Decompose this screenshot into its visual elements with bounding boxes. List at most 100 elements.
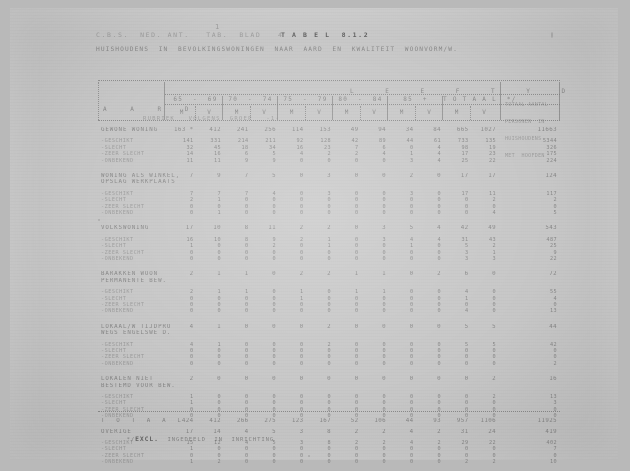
section-6-quality-3-value-6: 0 [327, 406, 331, 413]
age-group-header: L E E F T Y D [350, 88, 571, 95]
section-6-total-value-5: 0 [299, 376, 304, 383]
table-right-border [559, 82, 560, 120]
section-3-quality-1-value-9: 4 [409, 236, 414, 243]
section-4-quality-4-value-10: 0 [437, 308, 441, 315]
section-2-total-value-8: 0 [382, 173, 386, 179]
mv-divider-3 [304, 106, 306, 120]
section-2-quality-3-value-13: 0 [553, 203, 557, 210]
section-2-quality-3-value-5: 0 [299, 203, 304, 210]
section-7-quality-2-value-3: 0 [244, 446, 249, 453]
section-6-quality-4-value-9: 0 [409, 413, 414, 420]
section-4-quality-4-value-8: 0 [382, 308, 386, 315]
section-7-quality-4-value-1: 1 [189, 459, 194, 466]
section-1-total-value-8: 94 [378, 127, 386, 133]
section-1-total-value-4: 256 [264, 127, 276, 133]
section-7-quality-3-value-6: 0 [327, 452, 331, 459]
section-6-quality-1-value-11: 0 [464, 394, 469, 400]
section-2-quality-1-value-11: 17 [461, 190, 469, 197]
section-6-quality-3-value-2: 0 [217, 406, 221, 413]
section-5-quality-3-value-1: 0 [189, 354, 194, 361]
section-5-quality-1-value-12: 5 [492, 341, 496, 348]
section-2-quality-1-value-3: 7 [244, 190, 249, 197]
section-7-total-value-13: 419 [545, 428, 557, 435]
section-1-quality-4-value-7: 0 [354, 157, 359, 164]
section-1-quality-2-value-6: 23 [323, 144, 331, 151]
section-7-total-value-10: 2 [437, 428, 441, 435]
section-6-quality-2-value-1: 1 [189, 400, 194, 407]
mv-header-2-m: M [234, 109, 239, 116]
section-2-quality-4-value-7: 0 [354, 210, 359, 216]
document-sheet: 1 C.B.S. NED. ANT. TAB. BLAD 4 T A B E L… [10, 8, 618, 465]
section-6-total-value-2: 0 [217, 376, 221, 383]
section-3-quality-1-value-1: 16 [186, 236, 194, 243]
section-4-total-value-2: 1 [217, 271, 221, 278]
table-number: T A B E L 8.1.2 [281, 31, 370, 39]
section-3-total-value-3: 8 [244, 225, 249, 232]
section-1-quality-4-value-13: 224 [546, 157, 557, 164]
section-1-quality-label-4: -ONBEKEND [101, 157, 134, 164]
mv-divider-5 [414, 106, 416, 120]
section-7-quality-1-value-3: 4 [244, 440, 249, 446]
section-5-quality-1-value-9: 0 [409, 341, 414, 348]
section-7-quality-3-value-10: 0 [437, 452, 441, 459]
footnote-prefix: */ [126, 437, 136, 443]
section-5-quality-3-value-12: 0 [492, 354, 496, 361]
section-4-quality-3-value-8: 0 [382, 302, 386, 308]
section-4-quality-3-value-11: 0 [464, 302, 469, 308]
section-4-quality-1-value-4: 0 [272, 289, 276, 296]
section-1-quality-1-value-11: 733 [457, 138, 469, 145]
mv-header-2-v: V [262, 109, 267, 116]
section-5-label-line-1: LOKAAL/W TIJDPRO [101, 323, 172, 330]
section-3-total-value-4: 11 [268, 225, 276, 232]
section-5-quality-3-value-7: 0 [354, 354, 359, 361]
section-1-quality-2-value-9: 0 [409, 144, 414, 151]
section-2-quality-1-value-1: 7 [189, 190, 194, 197]
section-3-quality-1-value-6: 1 [327, 236, 331, 243]
section-4-quality-2-value-13: 4 [553, 295, 557, 302]
section-4-label-line-1: BARAKKEN WOON [101, 271, 159, 278]
section-2-quality-2-value-9: 0 [409, 197, 414, 204]
section-2-total-value-10: 0 [437, 173, 441, 179]
section-3-quality-2-value-2: 0 [217, 243, 221, 250]
section-4-quality-2-value-8: 0 [382, 295, 386, 302]
section-5-quality-4-value-2: 0 [217, 360, 221, 367]
section-4-quality-3-value-12: 0 [492, 302, 496, 308]
section-1-quality-3-value-1: 14 [186, 151, 194, 158]
section-4-quality-3-value-3: 0 [244, 302, 249, 308]
section-5-quality-2-value-5: 0 [299, 348, 304, 354]
section-4-quality-4-value-3: 0 [244, 308, 249, 315]
section-5-total-value-6: 2 [327, 323, 331, 330]
table-bottom-rule [98, 411, 560, 412]
section-7-quality-label-2: -SLECHT [101, 446, 127, 453]
section-3-quality-label-4: -ONBEKEND [101, 256, 134, 262]
section-3-quality-label-1: -GESCHIKT [101, 236, 134, 243]
section-2-quality-2-value-7: 0 [354, 197, 359, 204]
section-3-quality-2-value-10: 0 [437, 243, 441, 250]
document-header-code: C.B.S. NED. ANT. TAB. BLAD 4 [96, 31, 284, 39]
section-2-quality-4-value-6: 0 [327, 210, 331, 216]
section-7-quality-2-value-7: 0 [354, 446, 359, 453]
section-4-quality-label-4: -ONBEKEND [101, 308, 134, 315]
mv-header-1-v: V [207, 109, 212, 116]
section-5-quality-2-value-7: 0 [354, 348, 359, 354]
section-1-quality-2-value-12: 19 [488, 144, 496, 151]
section-5-quality-1-value-6: 2 [327, 341, 331, 348]
section-4-quality-2-value-10: 0 [437, 295, 441, 302]
section-2-quality-2-value-13: 2 [553, 197, 557, 204]
section-5-quality-1-value-4: 0 [272, 341, 276, 348]
section-1-quality-label-2: -SLECHT [101, 144, 127, 151]
section-3-quality-2-value-12: 2 [492, 243, 496, 250]
section-7-quality-3-value-11: 0 [464, 452, 469, 459]
age-column-header-6: T O T A A L */ [443, 96, 517, 103]
section-2-quality-2-value-3: 0 [244, 197, 249, 204]
section-3-quality-4-value-13: 22 [549, 256, 557, 262]
section-2-quality-2-value-2: 1 [217, 197, 221, 204]
section-7-quality-label-1: -GESCHIKT [101, 440, 134, 446]
section-5-quality-3-value-11: 0 [464, 354, 469, 361]
section-5-total-value-1: 4 [189, 323, 194, 330]
section-1-quality-label-3: -ZEER SLECHT [101, 151, 145, 158]
section-1-quality-1-value-12: 135 [485, 138, 496, 145]
section-6-quality-3-value-1: 0 [189, 406, 194, 413]
section-1-quality-3-value-12: 23 [488, 151, 496, 158]
age-group-divider-4 [387, 96, 388, 120]
